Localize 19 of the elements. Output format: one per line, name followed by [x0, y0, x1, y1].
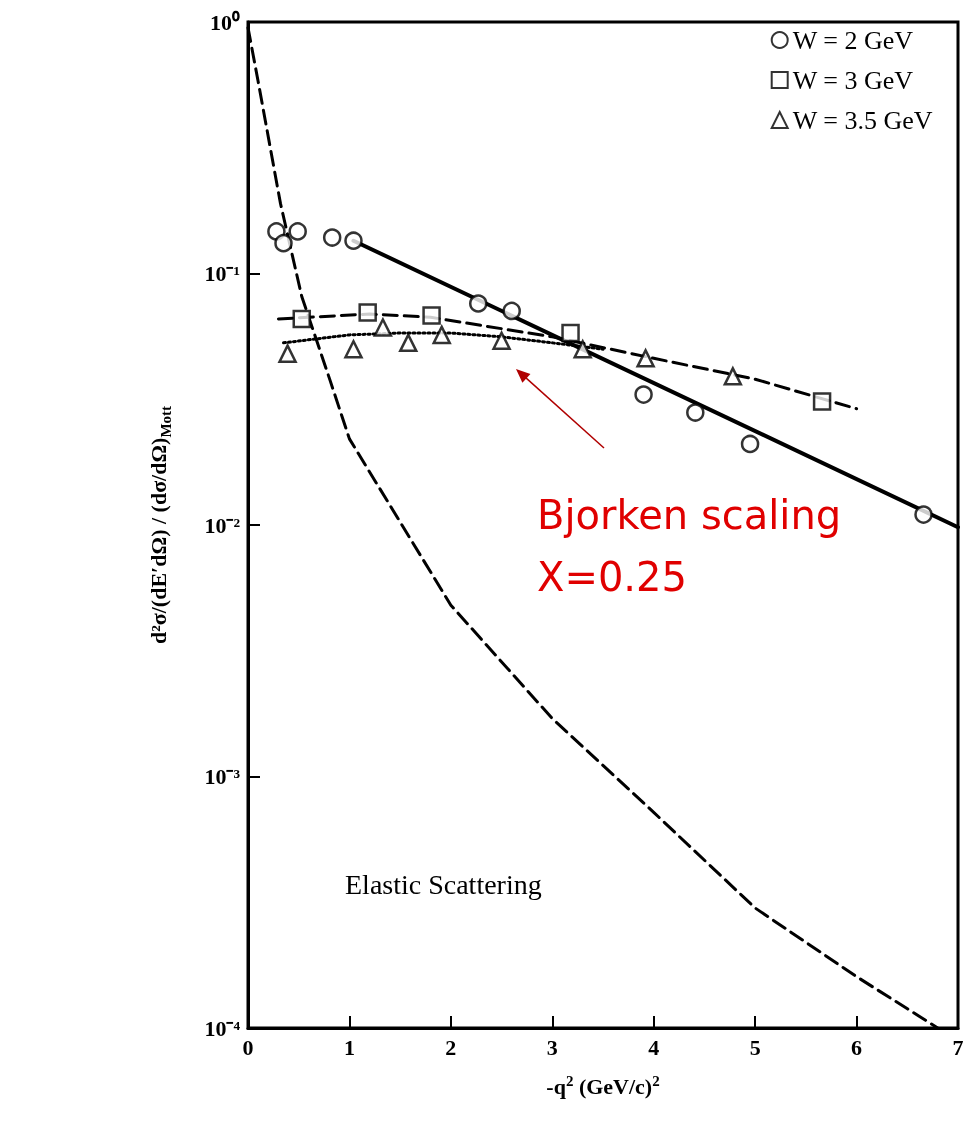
x-tick-label: 7: [952, 1034, 964, 1060]
y-tick-label: 10⁻¹: [204, 261, 240, 286]
annotation: Bjorken scaling X=0.25: [537, 492, 842, 600]
x-tick-label: 0: [242, 1034, 254, 1060]
x-tick-label: 4: [648, 1034, 660, 1060]
x-tick-label: 3: [546, 1034, 558, 1060]
x-tick-label: 2: [445, 1034, 457, 1060]
x-tick-label: 5: [749, 1034, 761, 1060]
y-axis-title: d²σ/(dE′dΩ) / (dσ/dΩ)Mott: [146, 405, 174, 645]
y-tick-label: 10⁻⁴: [204, 1015, 241, 1041]
legend-label: W = 2 GeV: [792, 25, 914, 55]
y-tick-label: 10⁻³: [204, 764, 241, 789]
x-tick-label: 1: [343, 1034, 355, 1060]
legend-label: W = 3 GeV: [792, 65, 914, 95]
y-tick-label: 10⁰: [210, 9, 240, 35]
y-tick-label: 10⁻²: [204, 512, 241, 538]
x-tick-label: 6: [851, 1034, 863, 1060]
annotation: Elastic Scattering: [345, 868, 542, 900]
legend-label: W = 3.5 GeV: [792, 105, 933, 135]
